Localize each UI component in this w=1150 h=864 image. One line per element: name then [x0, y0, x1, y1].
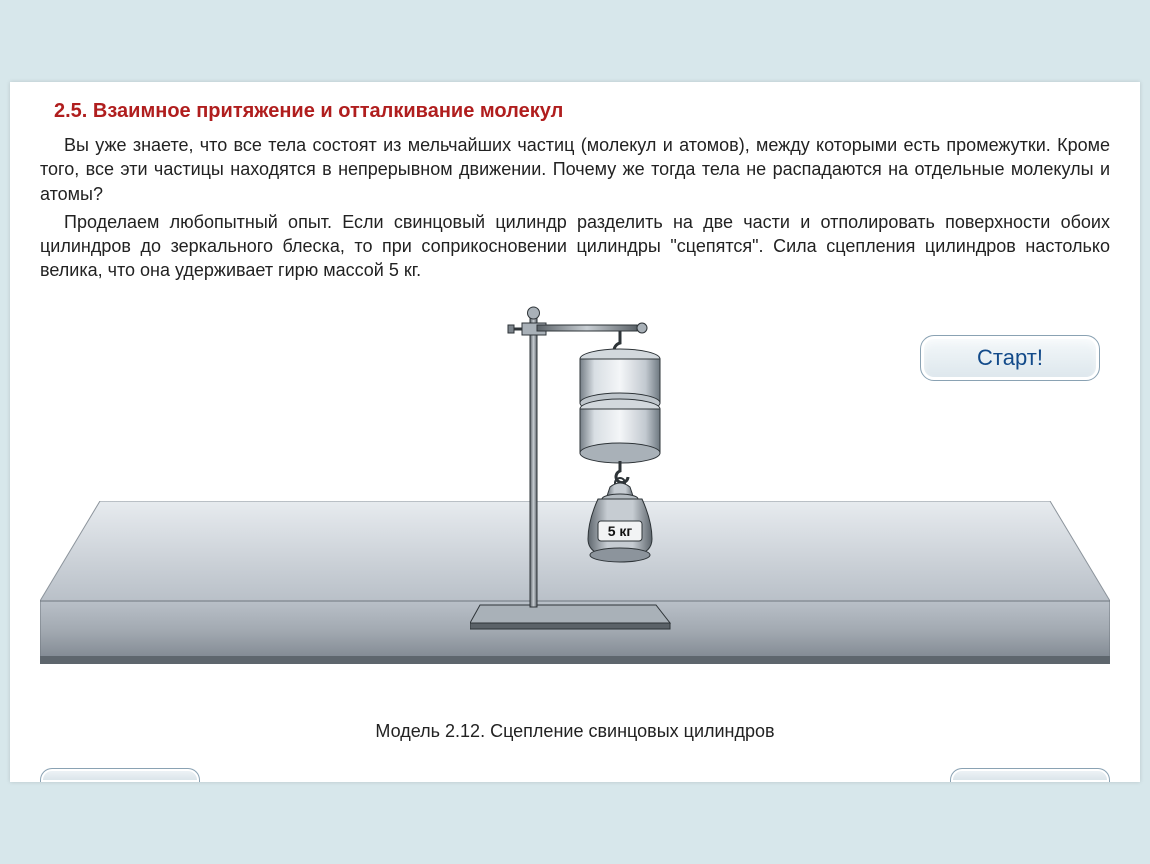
- experiment-diagram: 5 кг Старт!: [40, 301, 1110, 681]
- prev-page-button[interactable]: [40, 768, 200, 782]
- section-heading: 2.5. Взаимное притяжение и отталкивание …: [40, 100, 1110, 123]
- start-button-label: Старт!: [977, 345, 1043, 371]
- paragraph-2: Проделаем любопытный опыт. Если свинцовы…: [40, 210, 1110, 283]
- start-button[interactable]: Старт!: [920, 335, 1100, 381]
- apparatus-illustration: 5 кг: [470, 301, 730, 631]
- content-card: 2.5. Взаимное притяжение и отталкивание …: [10, 82, 1140, 782]
- paragraph-1: Вы уже знаете, что все тела состоят из м…: [40, 133, 1110, 206]
- figure-caption: Модель 2.12. Сцепление свинцовых цилиндр…: [40, 721, 1110, 742]
- weight-label: 5 кг: [608, 523, 633, 539]
- next-page-button[interactable]: [950, 768, 1110, 782]
